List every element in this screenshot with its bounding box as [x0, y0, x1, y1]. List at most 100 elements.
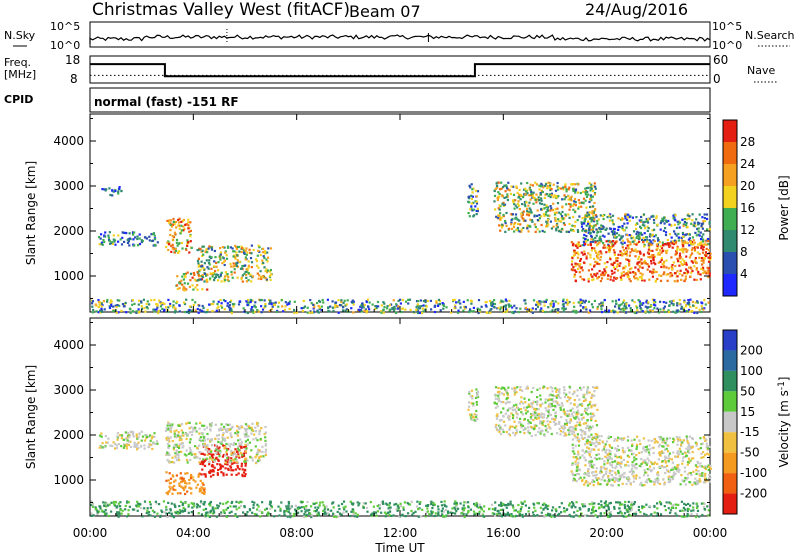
- power-cell: [603, 273, 606, 276]
- power-cell: [166, 219, 169, 222]
- power-cell: [306, 311, 309, 314]
- power-cell: [620, 218, 624, 221]
- velocity-cell: [169, 430, 172, 433]
- power-cell: [422, 310, 425, 313]
- power-cell: [183, 302, 187, 306]
- velocity-cell: [476, 394, 479, 398]
- velocity-cell: [133, 441, 136, 444]
- velocity-cell: [165, 438, 169, 441]
- velocity-cell: [255, 451, 259, 454]
- power-cell: [636, 308, 639, 312]
- power-cell: [691, 213, 694, 216]
- power-cell: [546, 214, 549, 217]
- velocity-cell: [444, 515, 447, 518]
- velocity-cell: [242, 452, 245, 455]
- power-cell: [514, 204, 517, 207]
- velocity-cell: [127, 501, 130, 504]
- velocity-cell: [165, 491, 168, 494]
- velocity-cell: [252, 438, 255, 441]
- velocity-cell: [501, 428, 504, 431]
- power-cell: [612, 240, 615, 243]
- power-cell: [591, 275, 594, 278]
- power-cell: [332, 309, 335, 312]
- velocity-cell: [582, 505, 585, 508]
- power-cell: [702, 233, 705, 236]
- velocity-cell: [318, 504, 321, 507]
- power-cell: [699, 231, 702, 234]
- power-cell: [603, 244, 606, 247]
- power-cell: [508, 305, 511, 308]
- velocity-cell: [547, 512, 550, 515]
- power-cell: [561, 198, 564, 201]
- velocity-cell: [629, 514, 632, 517]
- velocity-cell: [236, 450, 239, 453]
- power-cell: [112, 238, 115, 241]
- velocity-cell: [250, 449, 253, 452]
- velocity-cell: [226, 460, 229, 464]
- power-cell: [639, 260, 642, 263]
- power-cell: [202, 245, 205, 248]
- velocity-cell: [493, 512, 496, 515]
- power-region: [570, 240, 712, 283]
- velocity-cell: [246, 511, 249, 514]
- power-cell: [584, 191, 587, 194]
- power-cell: [114, 189, 117, 193]
- velocity-cell: [223, 511, 226, 515]
- velocity-cell: [170, 502, 173, 505]
- velocity-cell: [94, 506, 97, 509]
- power-cell: [564, 213, 567, 216]
- velocity-cell: [453, 502, 456, 505]
- power-cell: [581, 229, 584, 232]
- power-cell: [380, 304, 383, 307]
- velocity-cell: [588, 403, 591, 406]
- power-cell: [210, 267, 213, 270]
- power-cell: [452, 299, 455, 302]
- velocity-cell: [226, 457, 229, 460]
- power-cell: [570, 199, 573, 202]
- power-cell: [624, 311, 627, 314]
- velocity-cell: [550, 515, 553, 518]
- power-cell: [111, 194, 114, 197]
- power-cell: [688, 310, 692, 313]
- velocity-cell: [203, 428, 206, 431]
- velocity-cell: [106, 441, 109, 444]
- power-cell: [350, 307, 353, 310]
- velocity-cell: [171, 492, 174, 495]
- power-cell: [661, 217, 664, 220]
- power-cell: [109, 299, 112, 302]
- power-cell: [535, 193, 538, 196]
- power-cell: [178, 227, 181, 230]
- power-cell: [468, 195, 471, 198]
- velocity-cell: [440, 504, 444, 507]
- velocity-cell: [576, 406, 579, 409]
- velocity-cell: [337, 515, 340, 518]
- power-cell: [573, 305, 576, 308]
- power-cell: [246, 311, 249, 315]
- power-cell: [516, 191, 519, 194]
- velocity-cell: [166, 424, 169, 427]
- power-cell: [499, 229, 502, 232]
- power-cell: [142, 298, 145, 301]
- velocity-cell: [399, 505, 402, 508]
- velocity-cell: [235, 460, 238, 463]
- power-cell: [639, 251, 642, 255]
- power-cell: [681, 274, 684, 277]
- power-cell: [498, 214, 501, 217]
- power-cell: [453, 307, 456, 310]
- power-cell: [571, 224, 574, 227]
- power-cell: [101, 303, 104, 307]
- power-cell: [121, 236, 124, 239]
- velocity-cell: [90, 512, 93, 515]
- power-cell: [524, 193, 527, 196]
- velocity-cell: [430, 500, 433, 503]
- power-cell: [203, 272, 207, 275]
- power-cell: [638, 304, 642, 307]
- velocity-cell: [264, 425, 267, 429]
- power-cell: [499, 212, 502, 215]
- velocity-cell: [222, 453, 225, 457]
- power-cell: [549, 310, 552, 313]
- power-cell: [617, 217, 620, 220]
- power-cell: [702, 245, 705, 249]
- velocity-cell: [287, 502, 291, 505]
- velocity-cell: [137, 446, 140, 449]
